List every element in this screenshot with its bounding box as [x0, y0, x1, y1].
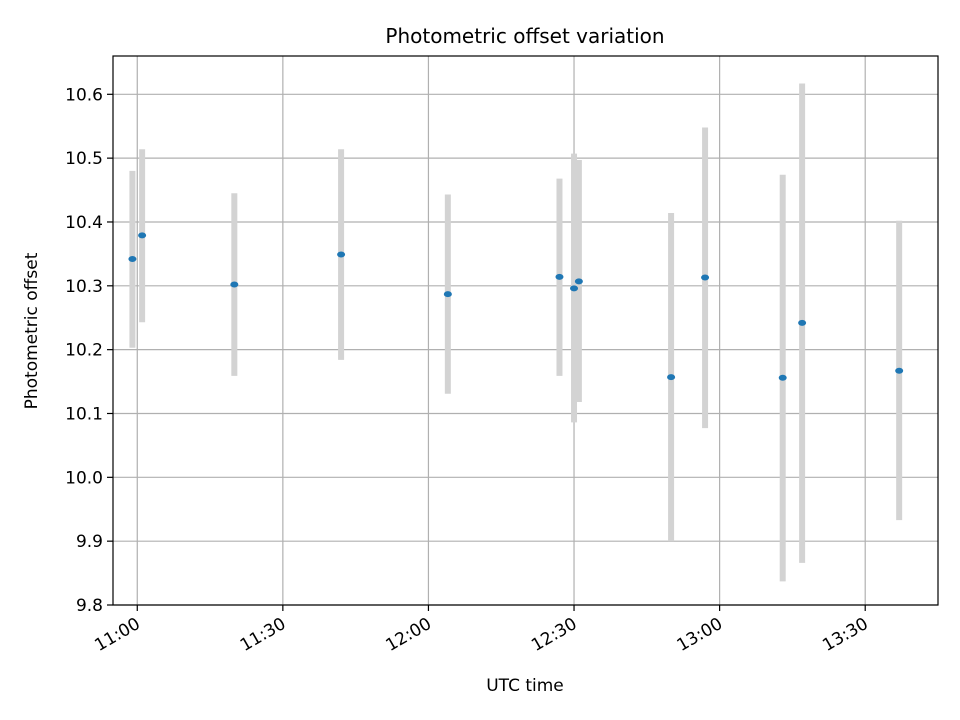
chart-title: Photometric offset variation [385, 24, 664, 48]
data-point [570, 285, 579, 292]
plot-frame [112, 55, 939, 606]
data-points [128, 232, 904, 381]
y-tick-label: 10.4 [65, 213, 103, 233]
y-tick-label: 9.9 [76, 532, 103, 552]
data-point [895, 367, 904, 374]
data-point [443, 291, 452, 298]
data-point [555, 273, 564, 280]
y-tick-label: 10.3 [65, 277, 103, 297]
y-tick-label: 10.5 [65, 149, 103, 169]
y-tick-label: 10.1 [65, 404, 103, 424]
y-tick-label: 10.2 [65, 341, 103, 361]
data-point [574, 278, 583, 285]
data-point [798, 319, 807, 326]
data-point [230, 281, 239, 288]
y-tick-label: 10.6 [65, 85, 103, 105]
data-point [701, 274, 710, 281]
data-point [128, 256, 137, 263]
data-point [337, 251, 346, 258]
data-point [667, 374, 676, 381]
x-axis-label: UTC time [486, 676, 564, 696]
y-tick-label: 10.0 [65, 468, 103, 488]
y-tick-label: 9.8 [76, 596, 103, 616]
data-point [138, 232, 147, 239]
y-axis-ticks: 9.8 9.9 10.0 10.1 10.2 10.3 10.4 10.5 10.6 [65, 85, 113, 616]
y-axis-label: Photometric offset [22, 252, 42, 409]
data-point [778, 374, 787, 381]
